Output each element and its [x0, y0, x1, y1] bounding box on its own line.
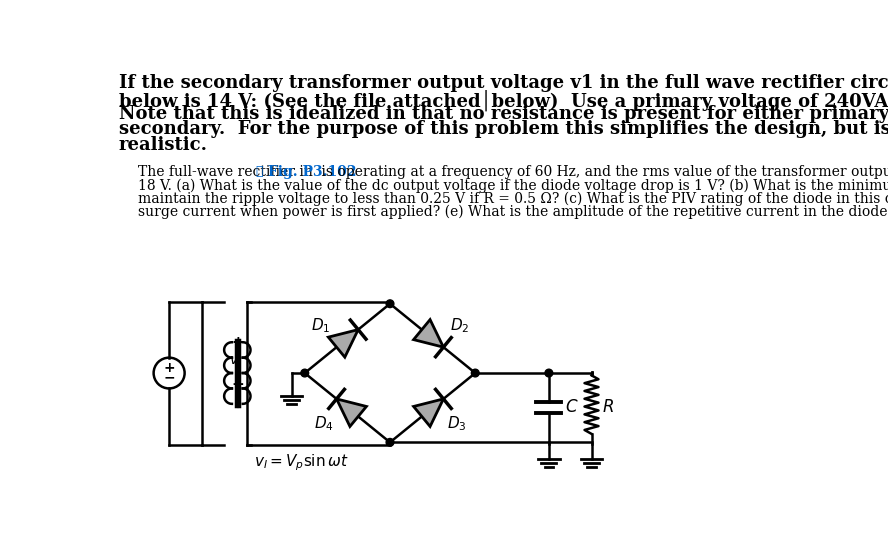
Text: −: −	[163, 371, 175, 385]
Text: Ⓜ: Ⓜ	[256, 165, 263, 178]
Polygon shape	[414, 399, 443, 427]
Polygon shape	[337, 399, 367, 427]
Circle shape	[545, 369, 552, 377]
Text: secondary.  For the purpose of this problem this simplifies the design, but is n: secondary. For the purpose of this probl…	[119, 120, 888, 138]
Text: Note that this is idealized in that no resistance is present for either primary : Note that this is idealized in that no r…	[119, 105, 888, 123]
Circle shape	[301, 369, 309, 377]
Text: maintain the ripple voltage to less than 0.25 V if R = 0.5 Ω? (c) What is the PI: maintain the ripple voltage to less than…	[139, 191, 888, 206]
Polygon shape	[414, 320, 443, 347]
Text: +: +	[163, 362, 175, 376]
Text: $v_I = V_p \sin \omega t$: $v_I = V_p \sin \omega t$	[254, 452, 349, 473]
Text: +: +	[231, 335, 243, 350]
Text: Fig. P3.102: Fig. P3.102	[263, 165, 357, 179]
Text: $v_I$: $v_I$	[228, 354, 242, 369]
Text: The full-wave rectifier in: The full-wave rectifier in	[139, 165, 317, 179]
Circle shape	[386, 438, 394, 446]
Text: −: −	[231, 377, 243, 392]
Circle shape	[472, 369, 480, 377]
Text: surge current when power is first applied? (e) What is the amplitude of the repe: surge current when power is first applie…	[139, 204, 888, 219]
Text: realistic.: realistic.	[119, 136, 208, 154]
Text: $D_3$: $D_3$	[447, 414, 466, 433]
Text: below is 14 V: (See the file attached│below)  Use a primary voltage of 240VAC rm: below is 14 V: (See the file attached│be…	[119, 89, 888, 111]
Text: $D_1$: $D_1$	[311, 316, 330, 334]
Text: $R$: $R$	[602, 399, 614, 416]
Text: $C$: $C$	[565, 399, 579, 416]
Circle shape	[386, 300, 394, 308]
Text: $D_4$: $D_4$	[313, 414, 333, 433]
Text: $D_2$: $D_2$	[449, 316, 469, 334]
Text: is operating at a frequency of 60 Hz, and the rms value of the transformer outpu: is operating at a frequency of 60 Hz, an…	[317, 165, 888, 179]
Text: 18 V. (a) What is the value of the dc output voltage if the diode voltage drop i: 18 V. (a) What is the value of the dc ou…	[139, 178, 888, 192]
Polygon shape	[329, 330, 358, 357]
Text: If the secondary transformer output voltage v1 in the full wave rectifier circui: If the secondary transformer output volt…	[119, 74, 888, 92]
